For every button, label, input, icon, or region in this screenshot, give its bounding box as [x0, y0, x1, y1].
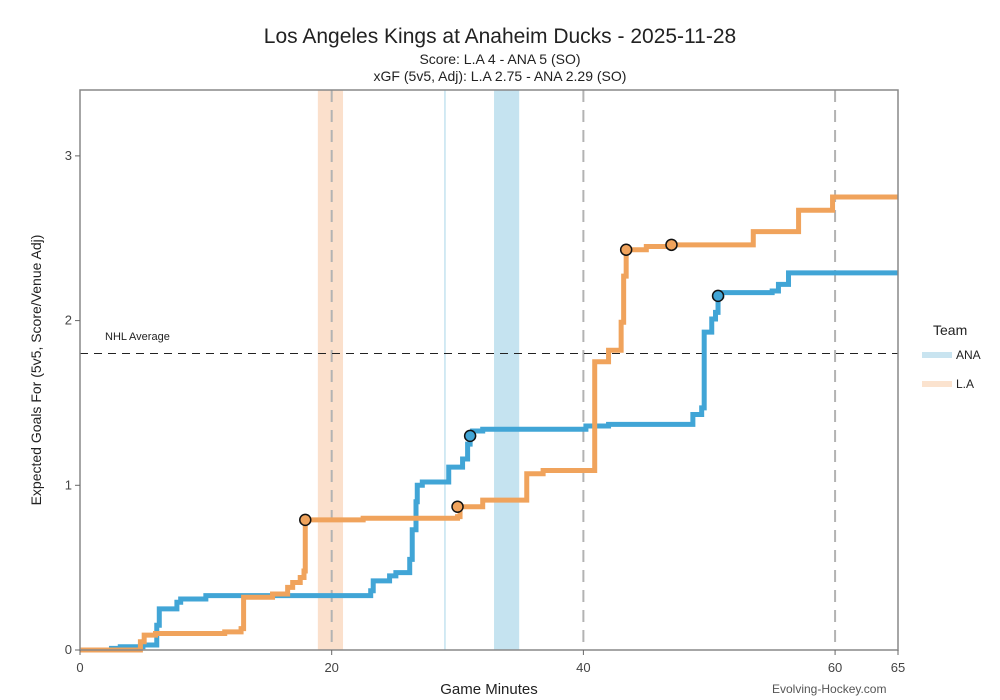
legend-swatch-ana	[922, 352, 952, 358]
goal-marker-la	[451, 500, 464, 513]
plot-border	[79, 89, 899, 651]
x-axis-ticks: 0 20 40 60 65	[76, 650, 905, 675]
y-axis-label: Expected Goals For (5v5, Score/Venue Adj…	[28, 235, 44, 506]
plot-frame	[79, 89, 899, 651]
series-lines	[80, 194, 898, 653]
legend-label-ana: ANA	[956, 348, 981, 362]
series-line-ana	[80, 270, 898, 653]
x-tick-label: 60	[828, 660, 842, 675]
y-tick-label: 1	[65, 477, 72, 492]
legend-swatch-la	[922, 381, 952, 387]
reference-line-label: NHL Average	[105, 331, 170, 343]
x-tick-label: 0	[76, 660, 83, 675]
legend-label-la: L.A	[956, 377, 975, 391]
x-axis-label: Game Minutes	[440, 681, 538, 698]
score-subtitle: Score: L.A 4 - ANA 5 (SO)	[419, 51, 581, 67]
x-tick-label: 65	[891, 660, 905, 675]
goal-marker-ana	[463, 429, 477, 443]
y-tick-label: 0	[65, 642, 72, 657]
xgf-subtitle: xGF (5v5, Adj): L.A 2.75 - ANA 2.29 (SO)	[373, 68, 627, 84]
x-tick-label: 20	[324, 660, 338, 675]
goal-marker-ana	[711, 289, 725, 303]
x-tick-label: 40	[576, 660, 590, 675]
power-play-band-ana	[494, 90, 520, 650]
period-lines	[330, 90, 837, 650]
chart-title: Los Angeles Kings at Anaheim Ducks - 202…	[263, 25, 737, 48]
y-axis-ticks: 0 1 2 3	[65, 148, 80, 657]
power-play-band-la	[317, 90, 344, 650]
goal-marker-la	[665, 238, 678, 252]
legend-item-la: L.A	[922, 377, 974, 391]
series-line-la	[80, 194, 898, 653]
power-play-bands	[317, 90, 520, 650]
y-tick-label: 3	[65, 148, 72, 163]
source-credit: Evolving-Hockey.com	[772, 682, 887, 696]
goal-marker-la	[619, 243, 633, 257]
goal-marker-la	[299, 513, 312, 527]
y-tick-label: 2	[65, 313, 72, 328]
goal-markers	[299, 238, 725, 527]
legend-item-ana: ANA	[922, 348, 981, 362]
legend-title: Team	[933, 322, 968, 338]
